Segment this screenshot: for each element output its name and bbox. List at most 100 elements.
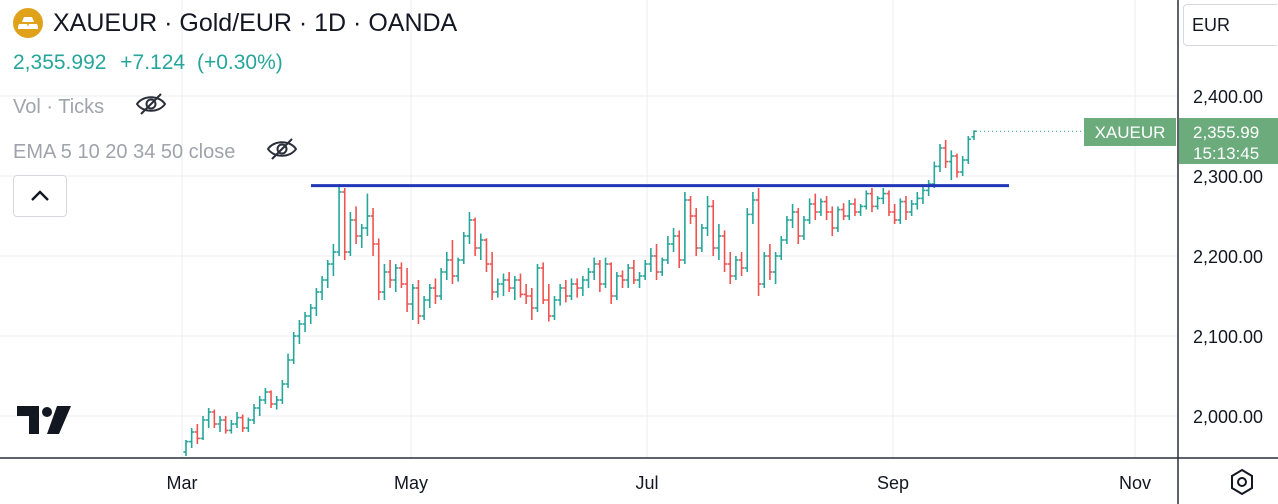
ohlc-bar (302, 312, 308, 332)
ohlc-bar (704, 196, 711, 236)
ohlc-bar (852, 198, 858, 216)
ohlc-bar (738, 252, 745, 276)
ohlc-bar (750, 192, 756, 224)
ohlc-bar (223, 416, 229, 434)
ohlc-bar (347, 212, 354, 256)
eye-hidden-icon[interactable] (265, 136, 299, 168)
ohlc-bar (466, 212, 473, 244)
ohlc-bar (670, 228, 677, 252)
ohlc-bar (274, 396, 280, 410)
time-axis[interactable]: Mar May Jul Sep Nov (167, 473, 1152, 493)
symbol-price-tag (1084, 118, 1176, 146)
ohlc-bar (948, 150, 954, 180)
indicator-ema[interactable]: EMA 5 10 20 34 50 close (13, 136, 299, 168)
ohlc-bar (931, 161, 937, 188)
ohlc-bar (812, 193, 818, 220)
indicator-volume[interactable]: Vol · Ticks (13, 91, 168, 123)
tradingview-logo-icon[interactable] (17, 406, 71, 439)
ohlc-bar (421, 296, 427, 320)
indicator-ema-label: EMA 5 10 20 34 50 close (13, 140, 236, 163)
ohlc-bar (699, 224, 705, 252)
ohlc-bar (517, 273, 524, 298)
price-change: +7.124 (120, 51, 186, 74)
ohlc-bar (858, 204, 864, 216)
ohlc-bar (194, 424, 200, 444)
axis-price-value: 2,355.99 (1193, 123, 1259, 142)
ohlc-bar (676, 230, 682, 268)
ohlc-bar (767, 244, 773, 280)
ohlc-bar (478, 233, 484, 260)
ohlc-bar (461, 232, 467, 264)
symbol-title[interactable]: XAUEUR · Gold/EUR · 1D · OANDA (53, 8, 458, 37)
ohlc-bar (336, 184, 342, 256)
ohlc-bar (189, 428, 195, 448)
ohlc-bar (387, 260, 393, 288)
ohlc-bar (512, 276, 518, 300)
time-tick-label: Sep (877, 473, 909, 493)
ohlc-bar (319, 276, 325, 300)
axis-price-tag (1179, 118, 1278, 164)
ohlc-bar (920, 185, 926, 204)
ohlc-bar (342, 188, 348, 260)
ohlc-bar (880, 188, 886, 204)
ohlc-bar (381, 264, 388, 300)
ohlc-bar (370, 208, 376, 256)
ohlc-bar (529, 288, 535, 320)
eye-hidden-icon[interactable] (134, 91, 168, 123)
ohlc-bar (234, 412, 240, 428)
chart-settings-icon[interactable] (1228, 468, 1256, 501)
symbol-header[interactable]: XAUEUR · Gold/EUR · 1D · OANDA (13, 8, 457, 38)
collapse-legend-button[interactable] (13, 175, 67, 217)
price-axis[interactable]: 2,000.00 2,100.00 2,200.00 2,300.00 2,400.00 (1193, 87, 1263, 427)
ohlc-bar (608, 262, 614, 304)
ohlc-bar (410, 284, 416, 320)
ohlc-bar (262, 388, 268, 404)
ohlc-bar (937, 144, 943, 172)
ohlc-bar (376, 238, 382, 300)
ohlc-bar (449, 240, 456, 284)
ohlc-bar (761, 252, 767, 288)
ohlc-bar (597, 260, 603, 292)
ohlc-bar (960, 156, 966, 176)
ohlc-bar (308, 304, 314, 324)
price-quote: 2,355.992 +7.124 (+0.30%) (13, 51, 283, 75)
ohlc-bar (716, 224, 722, 260)
ohlc-bar (636, 272, 643, 288)
ohlc-bar (438, 268, 444, 300)
time-tick-label: Mar (167, 473, 198, 493)
ohlc-bar (268, 390, 274, 408)
ohlc-bar (914, 192, 920, 210)
ohlc-bar (291, 332, 297, 364)
ohlc-bar (455, 257, 461, 282)
ohlc-bar (568, 278, 575, 300)
currency-selector[interactable]: EUR (1183, 4, 1277, 46)
ohlc-bar (653, 244, 660, 280)
ohlc-bar (614, 272, 620, 300)
price-tick-label: 2,000.00 (1193, 407, 1263, 427)
ohlc-bar (211, 409, 217, 428)
ohlc-bar (580, 276, 586, 296)
ohlc-bar (534, 264, 541, 312)
gold-bars-icon (13, 8, 43, 38)
ohlc-bar (183, 440, 189, 456)
ohlc-bar (841, 203, 847, 220)
ohlc-bar (257, 396, 263, 416)
ohlc-bar (415, 280, 422, 324)
chart-grid (0, 0, 1178, 458)
ohlc-bar (659, 257, 665, 276)
price-tick-label: 2,200.00 (1193, 247, 1263, 267)
ohlc-bar (325, 260, 331, 288)
ohlc-bar (393, 264, 399, 292)
ohlc-bar (551, 296, 558, 320)
ohlc-bar (755, 188, 762, 296)
ohlc-bar (228, 420, 234, 434)
ohlc-bar (909, 200, 915, 216)
ohlc-bar (206, 408, 212, 428)
ohlc-bar (886, 190, 892, 216)
ohlc-bar (427, 284, 433, 308)
ohlc-bar (846, 200, 852, 220)
chevron-up-icon (31, 190, 49, 201)
ohlc-bar (772, 252, 779, 284)
ohlc-bar (721, 230, 728, 272)
